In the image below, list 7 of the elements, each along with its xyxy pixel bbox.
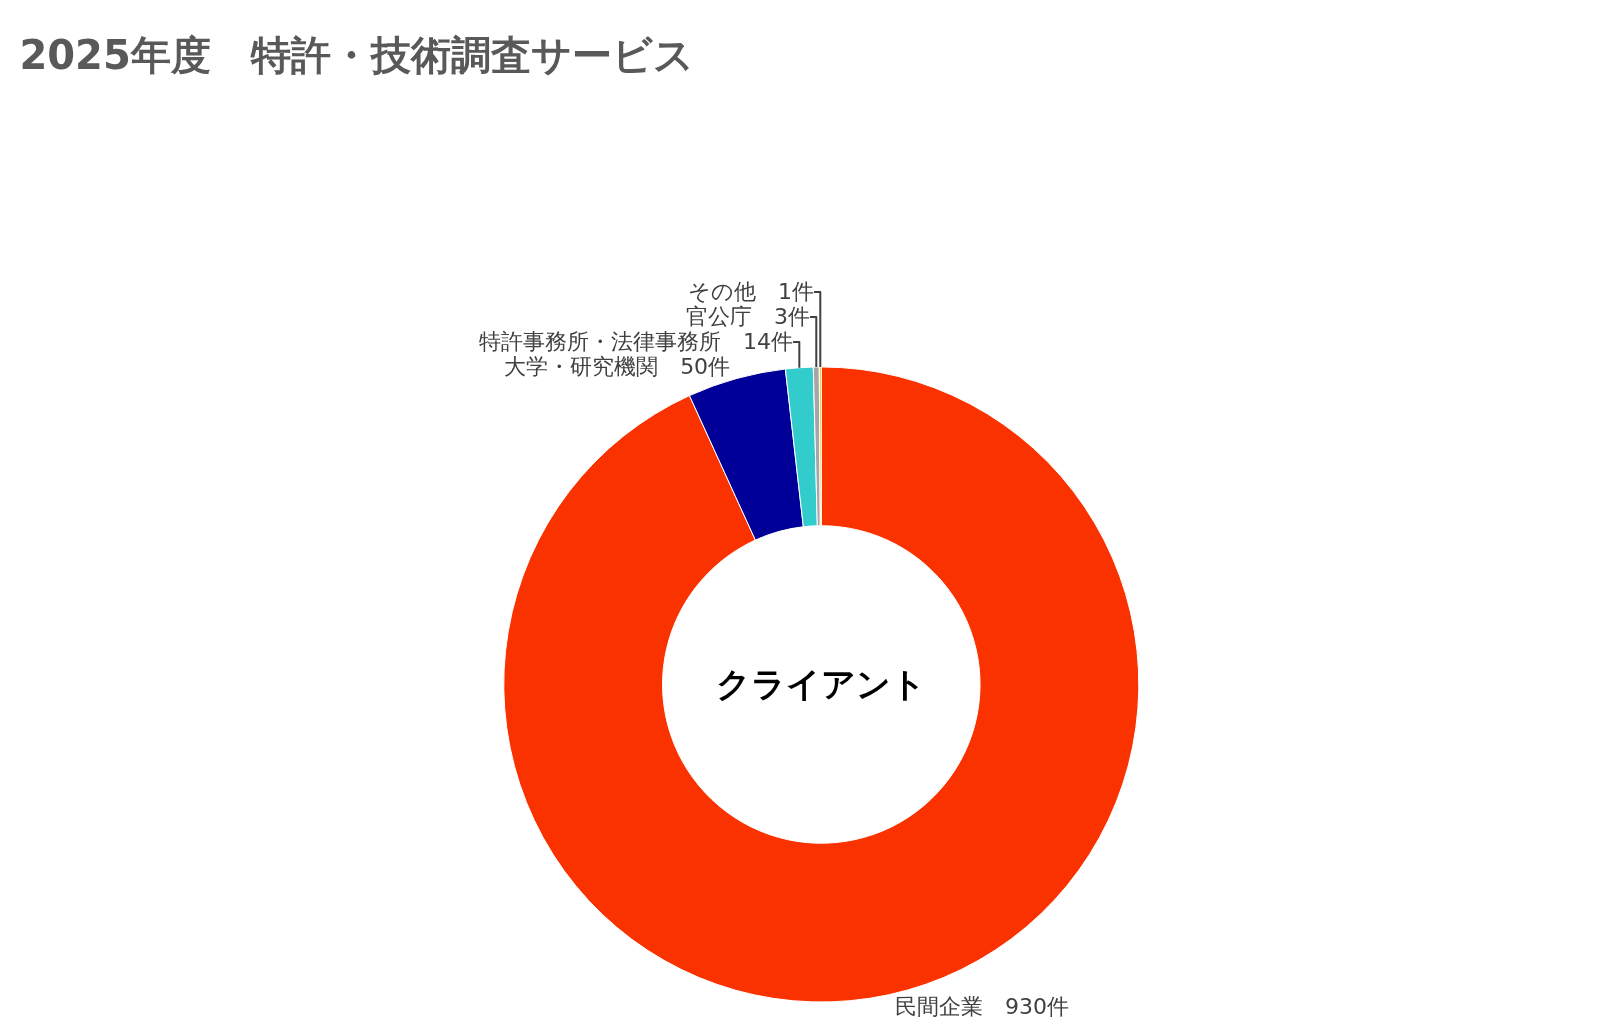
slice-label: 官公庁 3件 xyxy=(686,304,811,330)
slice-label: 大学・研究機関 50件 xyxy=(504,354,731,380)
text: クライアント xyxy=(716,664,926,704)
chart-title: 2025年度 特許・技術調査サービス xyxy=(19,32,694,79)
slice-label: 特許事務所・法律事務所 14件 xyxy=(479,329,794,355)
slice-label: 民間企業 930件 xyxy=(894,994,1069,1020)
slice-label: その他 1件 xyxy=(688,279,815,305)
